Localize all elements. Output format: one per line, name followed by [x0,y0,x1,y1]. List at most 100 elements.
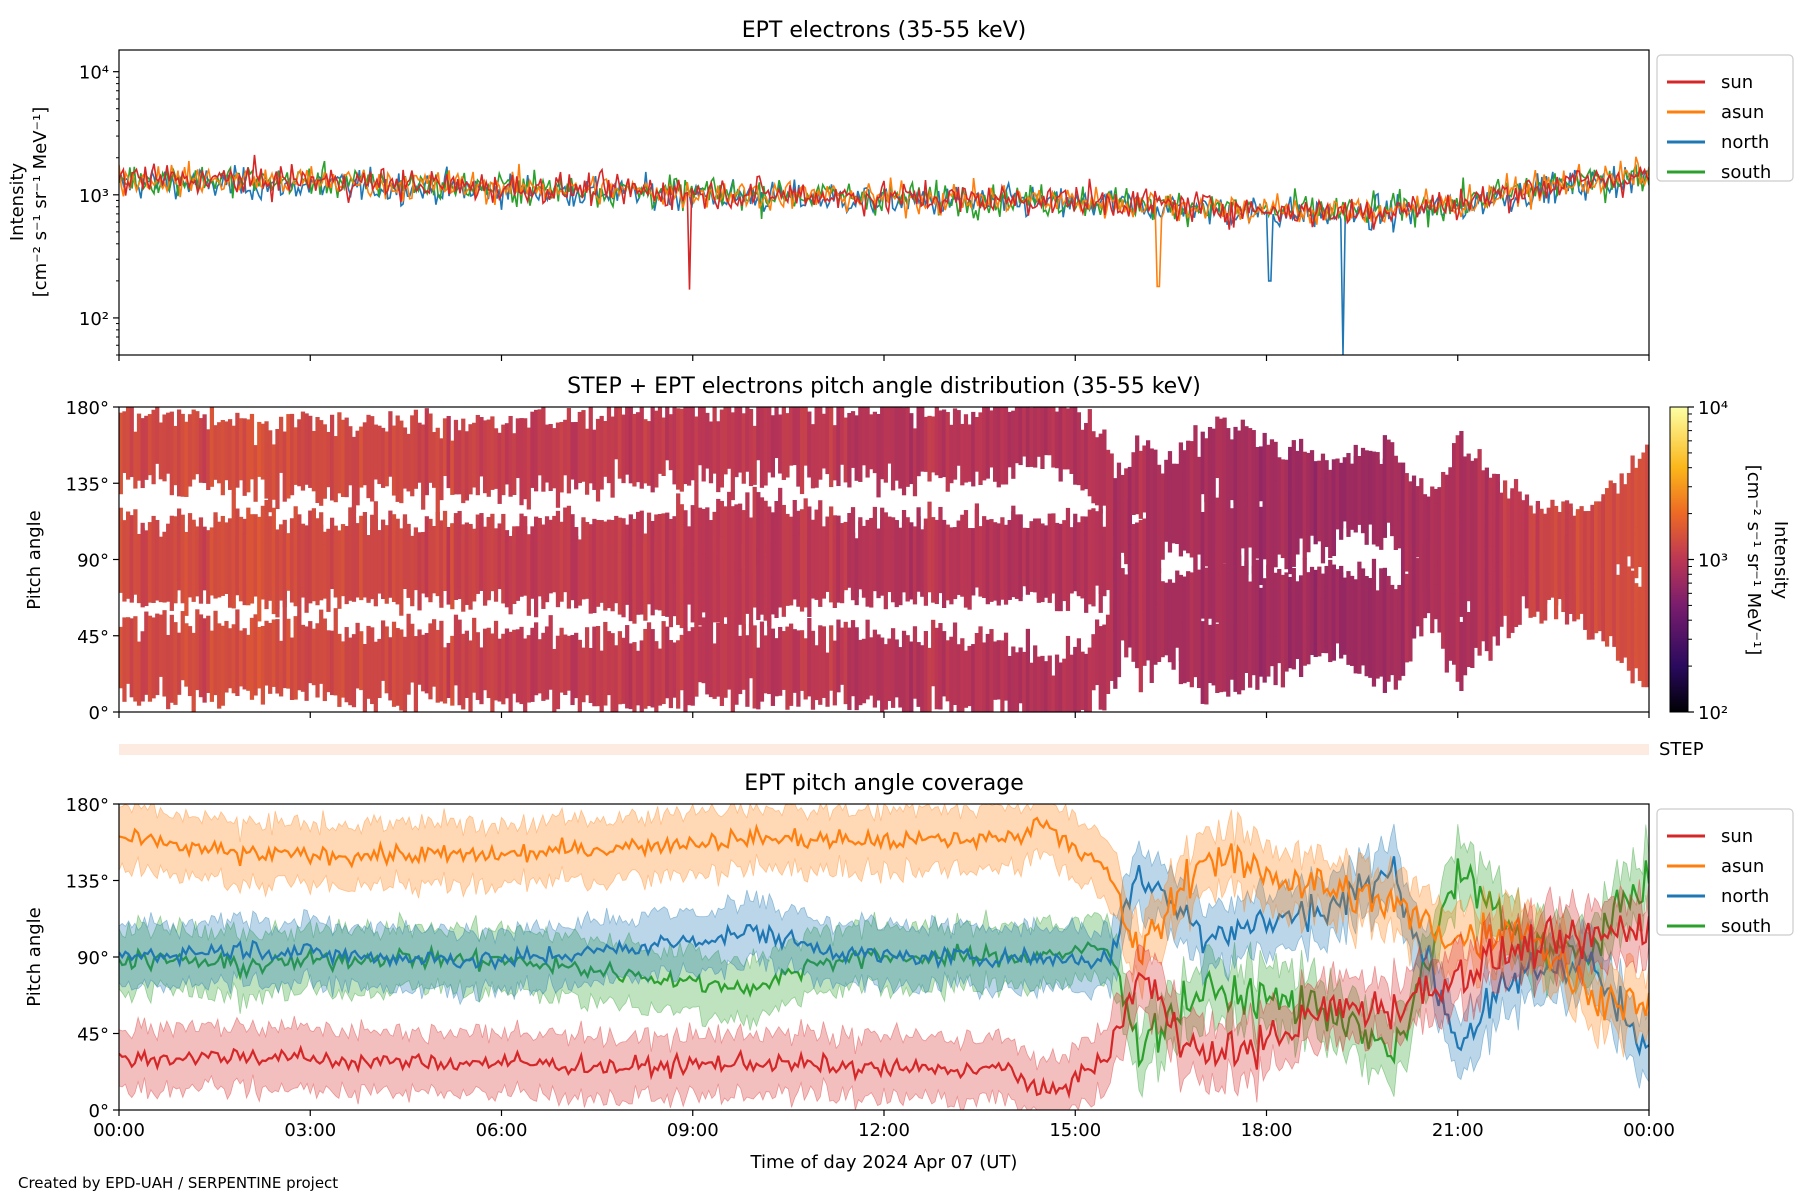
pad-cell-south [1153,599,1158,665]
pad-cell-north [1291,498,1296,567]
intensity-series-sun [119,154,1649,290]
pad-cell-north [1353,455,1358,512]
colorbar-tick-label: 10⁴ [1698,398,1728,419]
pad-cell-sun [399,629,404,711]
pad-cell-north [1207,506,1213,568]
pad-cell-asun [635,412,641,483]
pad-cell-south [1481,470,1486,547]
pad-cell-south [1346,589,1351,665]
pad-cell-south [1000,527,1005,590]
pad-ytick-label: 45° [77,627,109,648]
pad-cell-north [690,505,695,588]
pad-cell-south [235,536,240,596]
pad-cell-sun [122,617,127,702]
pad-cell-north [1433,560,1439,616]
pad-cell-sun [1244,612,1249,674]
pad-cell-south [140,528,145,608]
pad-cell-south [621,538,626,618]
pad-cell-sun [431,619,437,687]
pad-cell-sun [894,639,899,698]
pad-cell-asun [825,407,830,475]
pad-cell-asun [147,414,153,476]
pad-cell-sun [264,620,269,686]
pad-cell-asun [326,431,331,488]
pad-cell-asun [1073,407,1078,485]
pad-cell-south [1069,527,1074,594]
pad-cell-sun [242,628,247,690]
pad-cell-south [839,536,845,604]
pad-cell-south [1273,572,1278,637]
pad-cell-sun [144,611,149,695]
pad-cell-sun [1069,654,1074,712]
pad-cell-sun [788,623,794,706]
pad-cell-south [1255,559,1260,639]
pad-cell-south [227,527,233,608]
pad-cell-sun [1182,619,1187,684]
pad-cell-asun [992,407,998,482]
pad-cell-asun [963,414,969,483]
pad-cell-south [555,523,561,608]
pad-cell-asun [883,407,888,483]
pad-cell-asun [949,424,954,484]
pad-cell-south [224,522,229,593]
pad-cell-north [1149,448,1154,525]
pad-cell-sun [1058,662,1063,712]
pad-cell-north [1473,588,1479,648]
colorbar-tick-label: 10³ [1698,551,1728,572]
pad-cell-asun [1266,444,1271,515]
pad-cell-asun [1291,440,1296,503]
pad-cell-asun [198,418,204,483]
pad-cell-asun [872,411,878,474]
pad-cell-asun [683,407,688,485]
pad-cell-sun [737,635,743,695]
pad-cell-sun [1091,634,1096,691]
pad-cell-south [144,546,149,607]
pad-cell-asun [122,411,127,473]
pad-cell-sun [672,642,677,698]
pad-cell-asun [767,407,772,473]
pad-cell-asun [814,407,819,488]
pad-cell-sun [989,629,994,712]
pad-cell-asun [450,440,455,495]
pad-cell-asun [1040,407,1045,470]
pad-cell-north [1116,502,1122,573]
pad-cell-sun [880,637,885,712]
pad-cell-south [1360,604,1366,666]
pad-cell-sun [595,626,601,707]
pad-cell-north [1251,494,1256,574]
pad-cell-sun [872,629,878,708]
pad-cell-asun [1145,516,1151,582]
pad-cell-north [1127,466,1133,545]
pad-cell-sun [1036,656,1041,712]
pad-cell-south [646,546,652,605]
colorbar-tick-label: 10² [1698,703,1728,724]
pad-cell-north [617,517,623,583]
pad-cell-south [996,529,1001,603]
pad-cell-south [635,533,641,615]
pad-cell-south [756,547,761,621]
pad-cell-asun [1207,426,1213,508]
pad-cell-sun [759,621,765,702]
pad-cell-sun [501,633,506,705]
pad-cell-south [898,533,903,598]
pad-cell-sun [1306,599,1311,665]
pad-cell-asun [486,419,491,497]
pad-cell-sun [184,623,189,687]
pad-cell-south [388,536,393,593]
pad-cell-north [1608,554,1613,637]
pad-cell-asun [144,415,149,480]
pad-cell-asun [366,414,371,499]
coverage-band-south [119,824,1649,1099]
pad-cell-south [1553,505,1559,592]
pad-cell-south [1328,559,1333,644]
pad-cell-sun [796,630,801,707]
pad-cell-north [1145,440,1151,520]
pad-cell-asun [249,413,255,480]
pad-cell-north [723,506,728,578]
pad-cell-north [1178,482,1184,557]
pad-cell-south [1608,480,1613,556]
pad-cell-sun [839,627,845,685]
pad-cell-asun [621,414,626,484]
pad-cell-sun [380,620,386,681]
pad-cell-sun [1451,544,1457,618]
